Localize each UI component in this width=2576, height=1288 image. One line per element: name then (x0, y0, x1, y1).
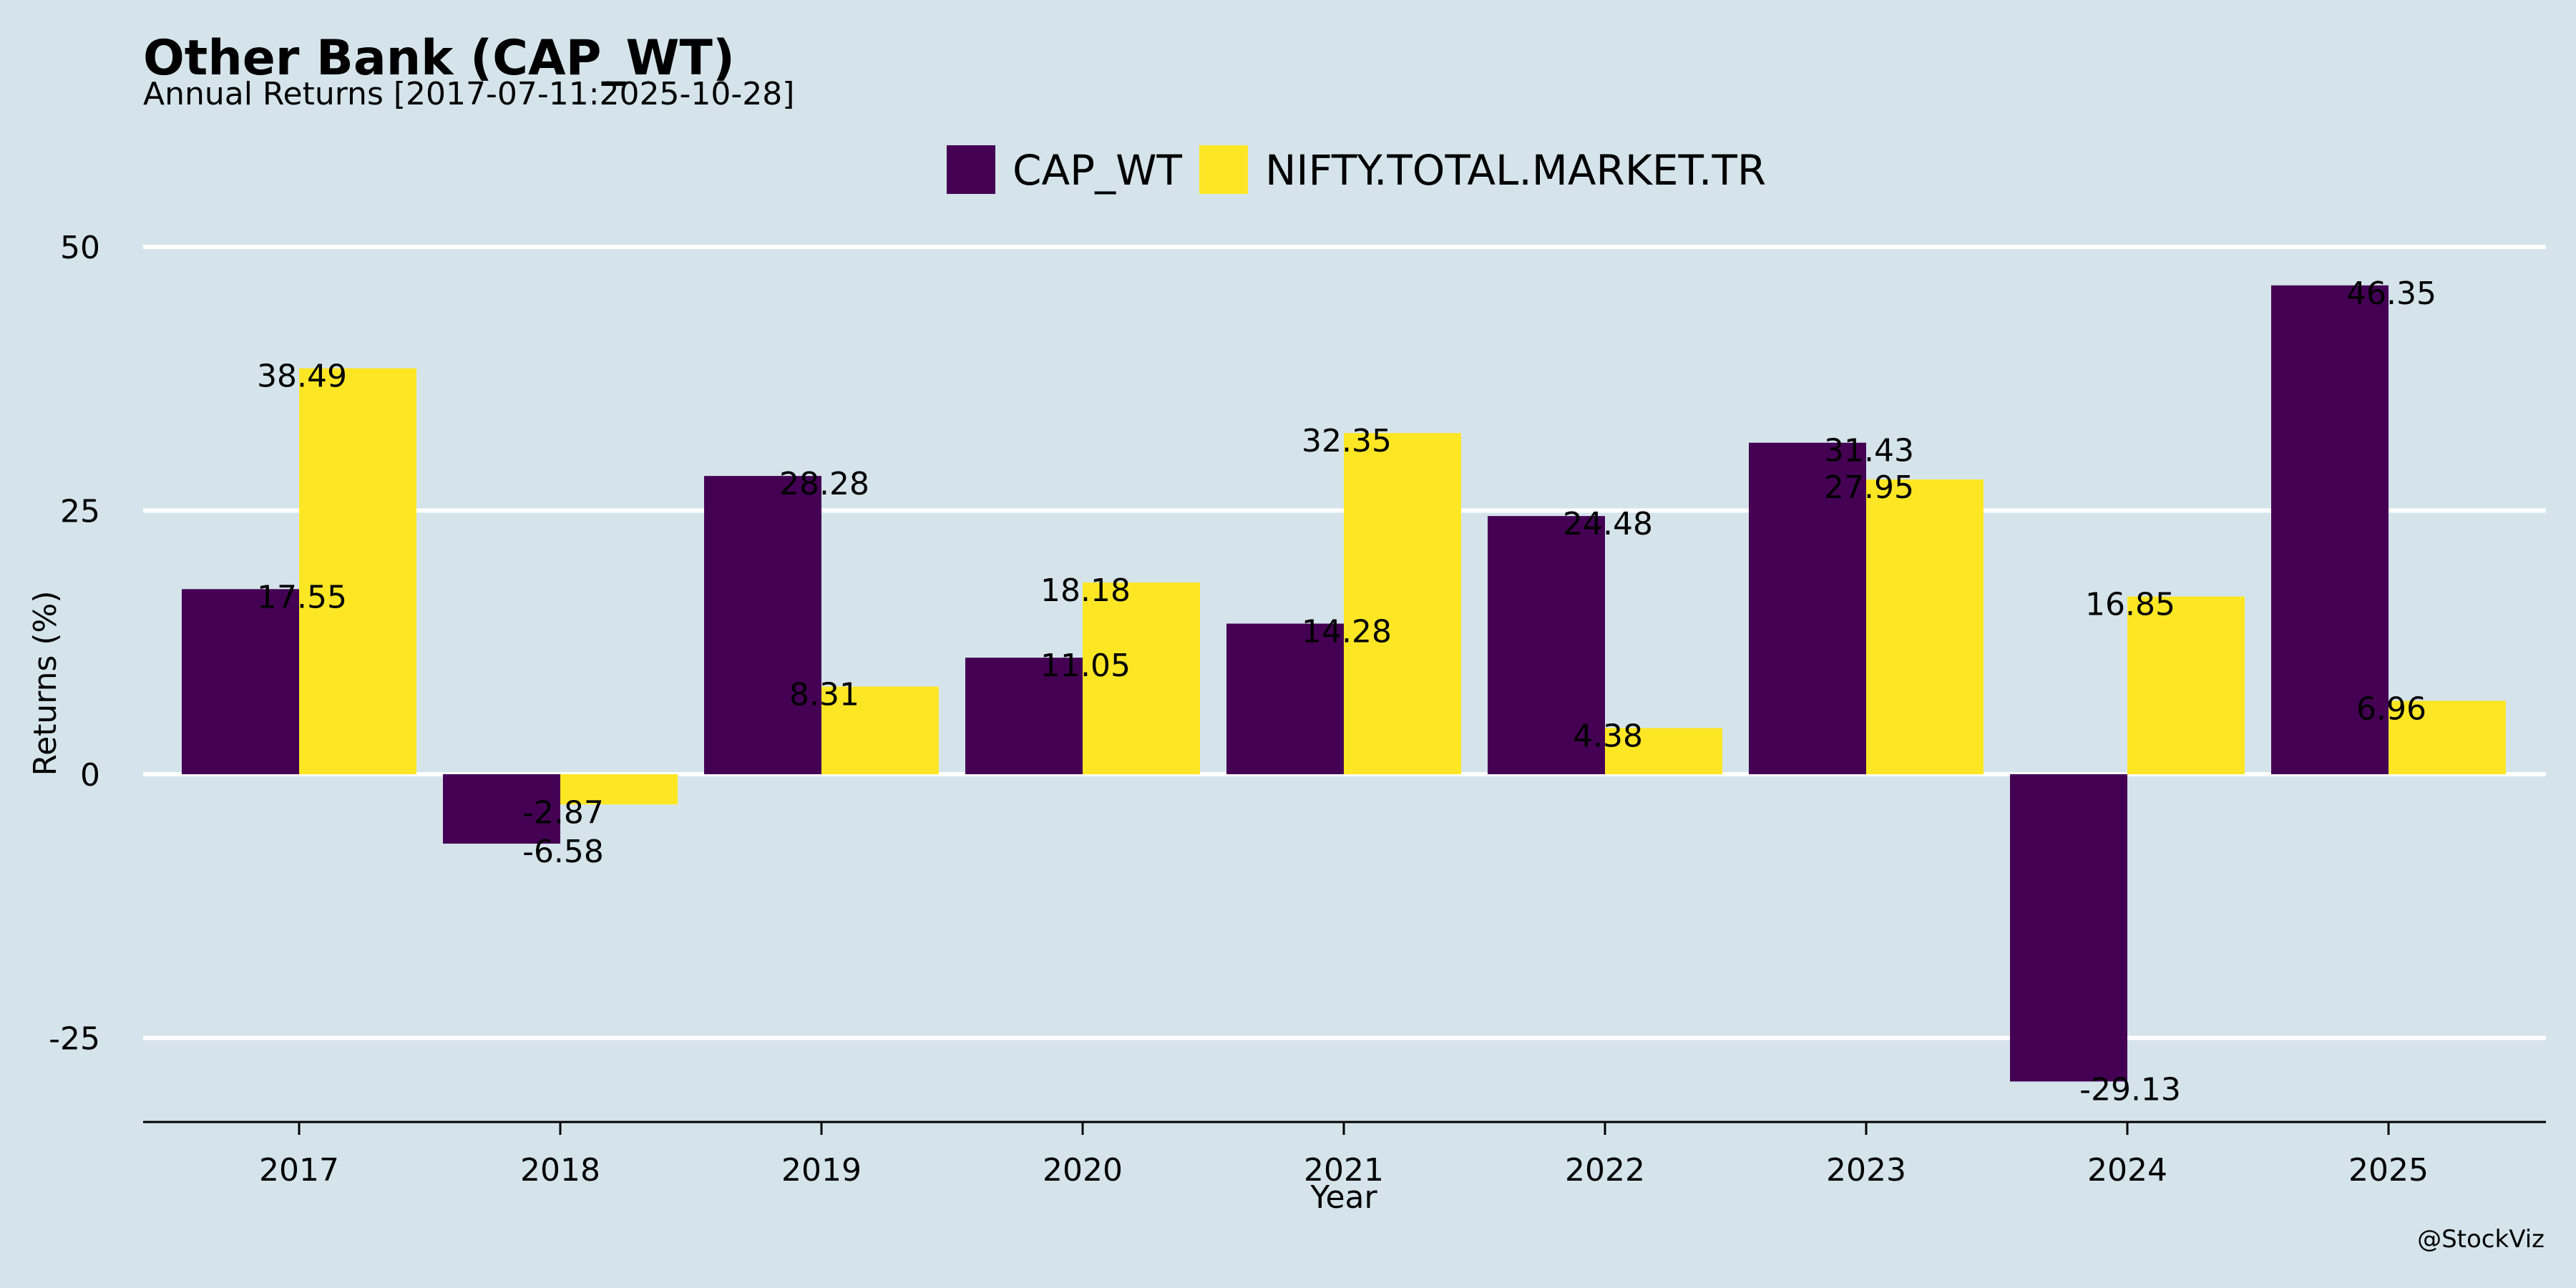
data-label-cap-wt-2023: 31.43 (1824, 433, 1914, 469)
bar-cap-wt-2024 (2010, 774, 2127, 1082)
data-label-cap-wt-2024: -29.13 (2079, 1071, 2181, 1108)
legend-swatch-nifty-total-market-tr (1199, 145, 1248, 194)
x-tick-label: 2024 (2087, 1152, 2167, 1189)
x-tick-label: 2017 (259, 1152, 339, 1189)
x-axis: 2017 2018 2019 2020 2021 2022 2023 2024 2025 (143, 1121, 2546, 1189)
bar-nifty-total-market-tr-2019 (821, 686, 939, 774)
bar-cap-wt-2021 (1226, 623, 1344, 774)
x-tick-label: 2021 (1304, 1152, 1384, 1189)
data-label-nifty-total-market-tr-2020: 18.18 (1040, 572, 1131, 609)
y-tick-label: 25 (60, 494, 100, 530)
x-tick-label: 2022 (1565, 1152, 1645, 1189)
data-label-nifty-total-market-tr-2025: 6.96 (2356, 691, 2426, 727)
x-axis-label: Year (1309, 1179, 1377, 1216)
x-tick-label: 2023 (1826, 1152, 1906, 1189)
data-label-nifty-total-market-tr-2017: 38.49 (257, 358, 347, 395)
bar-nifty-total-market-tr-2025 (2389, 701, 2506, 774)
data-label-cap-wt-2020: 11.05 (1040, 648, 1131, 684)
x-tick-label: 2020 (1043, 1152, 1123, 1189)
data-labels: 17.55 38.49 -6.58-2.87 28.28 8.31 11.05 18.18 1… (257, 275, 2436, 1108)
data-label-cap-wt-2021: 14.28 (1302, 614, 1392, 650)
data-label-cap-wt-2017: 17.55 (257, 579, 347, 615)
bar-cap-wt-2018 (443, 774, 560, 844)
data-label-cap-wt-2018: -6.58 (522, 834, 604, 870)
y-tick-label: 0 (80, 757, 100, 794)
bar-cap-wt-2023 (1749, 442, 1866, 774)
data-label-cap-wt-2019: 28.28 (779, 466, 869, 502)
data-label-nifty-total-market-tr-2024: 16.85 (2085, 587, 2175, 623)
data-label-nifty-total-market-tr-2021: 32.35 (1302, 423, 1392, 459)
bar-cap-wt-2025 (2271, 285, 2389, 774)
bar-nifty-total-market-tr-2022 (1605, 728, 1722, 774)
data-label-nifty-total-market-tr-2022: 4.38 (1573, 718, 1643, 754)
legend-label-nifty-total-market-tr: NIFTY.TOTAL.MARKET.TR (1265, 146, 1766, 195)
legend-swatch-cap-wt (947, 145, 995, 194)
bar-cap-wt-2017 (182, 589, 299, 774)
data-label-nifty-total-market-tr-2019: 8.31 (789, 677, 859, 713)
bar-nifty-total-market-tr-2017 (299, 368, 416, 774)
data-label-nifty-total-market-tr-2018: -2.87 (522, 794, 604, 831)
credit-text: @StockViz (2417, 1225, 2545, 1254)
bar-nifty-total-market-tr-2020 (1083, 582, 1200, 774)
data-label-nifty-total-market-tr-2023: 27.95 (1824, 469, 1914, 506)
y-tick-label: -25 (49, 1021, 100, 1058)
x-tick-label: 2018 (520, 1152, 600, 1189)
x-tick-label: 2019 (781, 1152, 862, 1189)
data-label-cap-wt-2025: 46.35 (2346, 275, 2436, 312)
bar-nifty-total-market-tr-2018 (560, 774, 678, 805)
bar-cap-wt-2020 (965, 658, 1083, 774)
y-tick-label: 50 (60, 230, 100, 266)
bar-nifty-total-market-tr-2023 (1866, 479, 1984, 774)
legend: CAP_WT NIFTY.TOTAL.MARKET.TR (947, 145, 1766, 195)
data-label-cap-wt-2022: 24.48 (1563, 506, 1653, 542)
bar-cap-wt-2022 (1488, 516, 1605, 774)
y-tick-labels: -25 0 25 50 (49, 230, 100, 1058)
chart-subtitle: Annual Returns [2017-07-11:2025-10-28] (143, 76, 794, 112)
x-tick-label: 2025 (2348, 1152, 2429, 1189)
bar-nifty-total-market-tr-2024 (2127, 596, 2245, 774)
legend-label-cap-wt: CAP_WT (1013, 146, 1182, 195)
chart-title: Other Bank (CAP_WT) (143, 30, 735, 87)
bar-nifty-total-market-tr-2021 (1344, 433, 1461, 774)
y-axis-label: Returns (%) (27, 590, 64, 776)
bars (182, 285, 2506, 1082)
bar-cap-wt-2019 (704, 476, 821, 774)
